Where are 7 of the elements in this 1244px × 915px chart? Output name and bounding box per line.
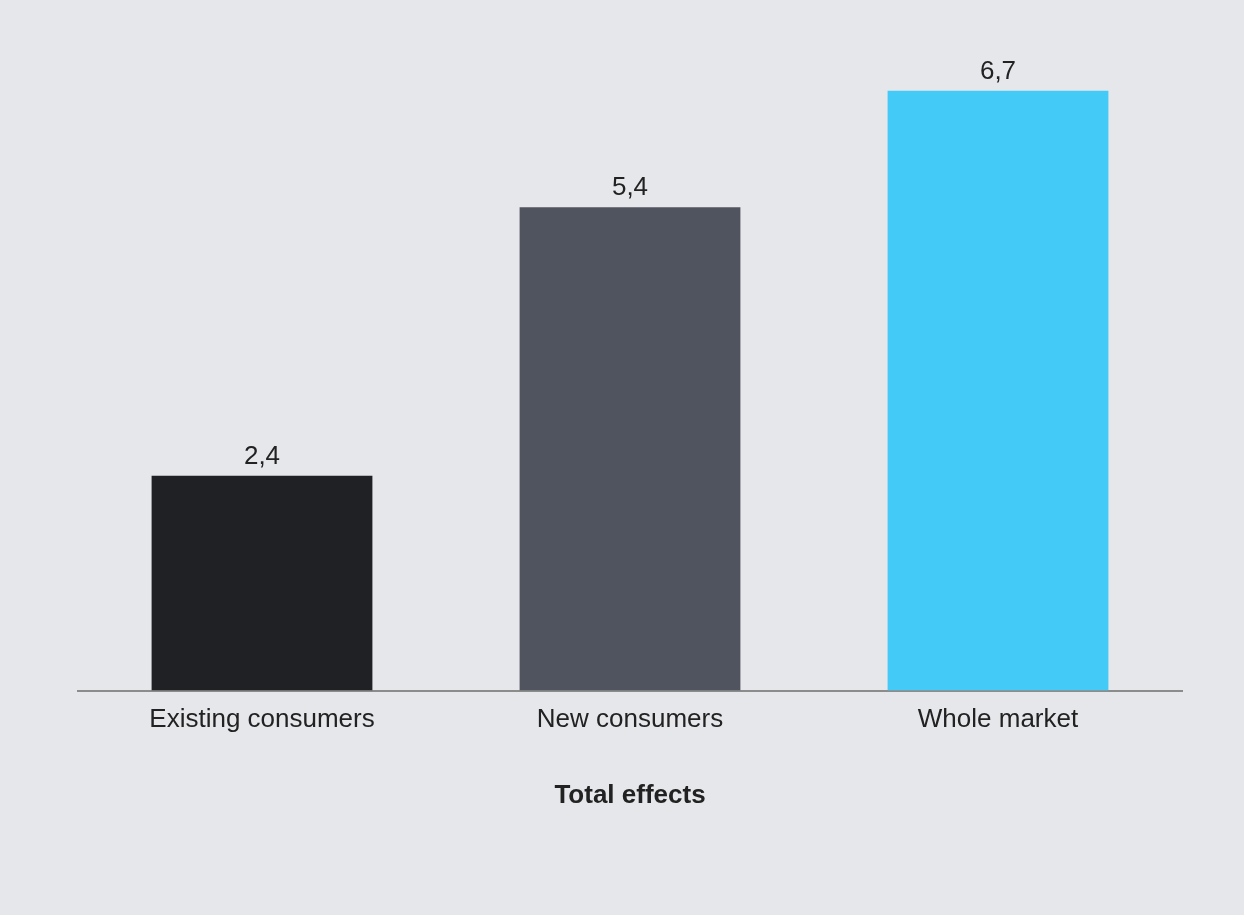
x-axis-title: Total effects [554, 778, 706, 809]
x-tick-label: Existing consumers [149, 703, 375, 734]
data-label: 5,4 [611, 171, 649, 202]
x-tick-label: Whole market [917, 703, 1079, 734]
x-tick-label: New consumers [536, 703, 724, 734]
data-label: 2,4 [243, 439, 281, 470]
data-label: 6,7 [979, 55, 1017, 86]
